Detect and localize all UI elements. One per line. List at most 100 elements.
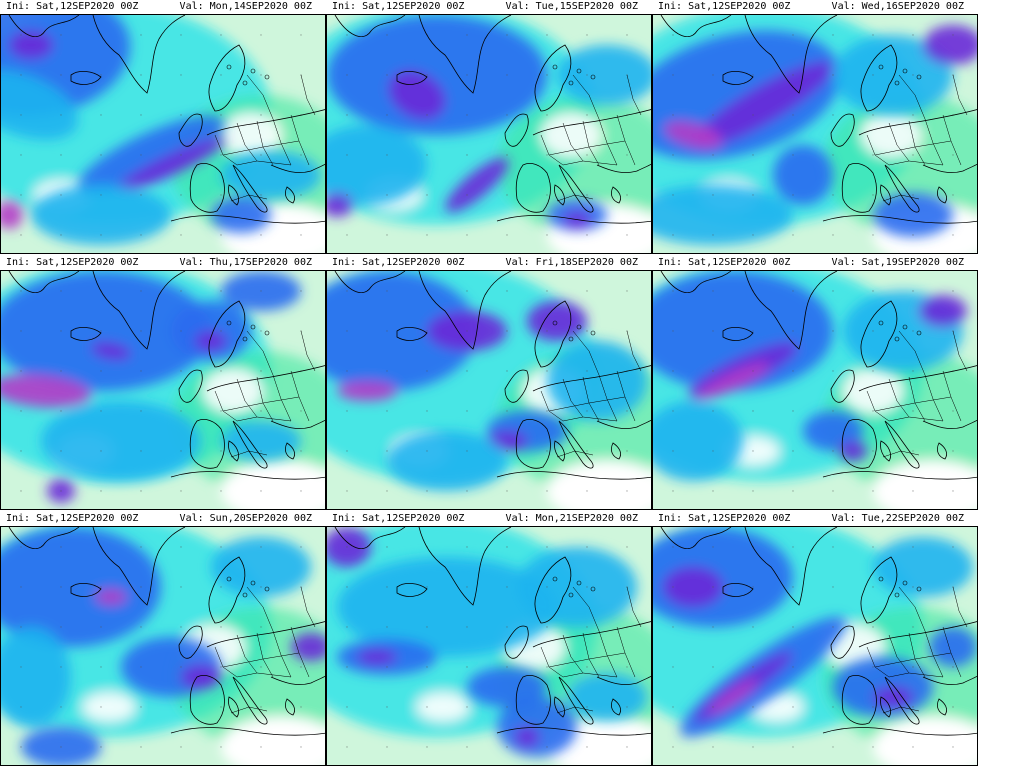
precip-core (1, 627, 71, 727)
lake (902, 580, 908, 586)
graticule-dot (752, 706, 754, 708)
country-border (272, 630, 292, 678)
graticule-dot (346, 234, 348, 236)
graticule-dot (546, 626, 548, 628)
coastline (880, 696, 891, 718)
graticule-dot (466, 290, 468, 292)
graticule-dot (792, 194, 794, 196)
graticule-dot (712, 74, 714, 76)
country-border (874, 140, 952, 156)
init-time-label: Ini: Sat,12SEP2020 00Z (6, 1, 139, 12)
graticule-dot (466, 706, 468, 708)
country-border (236, 122, 258, 162)
graticule-dot (386, 114, 388, 116)
graticule-dot (872, 706, 874, 708)
dry-area (83, 693, 135, 721)
graticule-dot (260, 194, 262, 196)
coastline (558, 164, 594, 213)
valid-time-label: Val: Sun,20SEP2020 00Z (179, 513, 312, 524)
coastline (418, 527, 512, 606)
panel-header: Ini: Sat,12SEP2020 00Z Val: Tue,22SEP202… (652, 512, 978, 526)
lake (552, 64, 558, 70)
graticule-dot (180, 666, 182, 668)
graticule-dot (20, 626, 22, 628)
graticule-dot (466, 586, 468, 588)
graticule-dot (752, 330, 754, 332)
graticule-dot (180, 450, 182, 452)
precipitation-field (327, 527, 651, 765)
graticule-dot (672, 74, 674, 76)
graticule-dot (792, 330, 794, 332)
coastline (534, 300, 572, 368)
graticule-dot (912, 154, 914, 156)
graticule-dot (712, 450, 714, 452)
graticule-dot (100, 154, 102, 156)
graticule-dot (20, 370, 22, 372)
init-time-label: Ini: Sat,12SEP2020 00Z (658, 1, 791, 12)
coastline (822, 215, 977, 224)
country-border (952, 330, 968, 372)
lakes (878, 576, 922, 598)
graticule-dot (872, 330, 874, 332)
valid-time-label: Val: Fri,18SEP2020 00Z (505, 257, 638, 268)
coastline (937, 698, 947, 716)
country-borders (540, 586, 642, 714)
precip-core (9, 31, 53, 59)
graticule-dot (672, 114, 674, 116)
coastline (532, 365, 651, 392)
graticule-dot (832, 74, 834, 76)
coastlines (8, 527, 325, 736)
graticule-dot (792, 234, 794, 236)
graticule-dot (260, 370, 262, 372)
graticule-dot (952, 450, 954, 452)
coastline (884, 164, 920, 213)
graticule-dot (386, 330, 388, 332)
graticule-dot (220, 450, 222, 452)
graticule-dot (140, 746, 142, 748)
graticule-dot (832, 194, 834, 196)
graticule-dot (952, 330, 954, 332)
graticule-dot (300, 490, 302, 492)
country-border (598, 630, 618, 678)
graticule-dot (100, 330, 102, 332)
coastline (496, 471, 651, 480)
precip-core (31, 185, 171, 245)
graticule-dot (626, 706, 628, 708)
graticule-dot (912, 114, 914, 116)
precip-core (327, 125, 427, 205)
graticule-dot (586, 114, 588, 116)
graticule-dot (426, 410, 428, 412)
graticule-dot (20, 290, 22, 292)
graticule-dot (832, 370, 834, 372)
graticule-dot (180, 410, 182, 412)
graticule-dot (832, 626, 834, 628)
coastline (660, 15, 732, 37)
valid-time-label: Val: Thu,17SEP2020 00Z (179, 257, 312, 268)
coastline (822, 471, 977, 480)
lake (250, 580, 256, 586)
precipitation-field (653, 527, 977, 765)
country-border (888, 416, 944, 422)
graticule-dot (712, 626, 714, 628)
graticule-dot (792, 370, 794, 372)
graticule-dot (386, 410, 388, 412)
map-panel-grid: Ini: Sat,12SEP2020 00Z Val: Mon,14SEP202… (0, 1, 978, 766)
precip-core (445, 157, 509, 213)
forecast-map (326, 526, 652, 766)
graticule-dot (466, 410, 468, 412)
coastline (208, 556, 246, 624)
forecast-panel-4: Ini: Sat,12SEP2020 00Z Val: Thu,17SEP202… (0, 256, 326, 512)
graticule (346, 34, 628, 236)
precip-core (1, 527, 161, 647)
graticule-dot (260, 546, 262, 548)
graticule-dot (792, 546, 794, 548)
graticule-dot (220, 490, 222, 492)
precip-core (696, 362, 770, 400)
panel-header: Ini: Sat,12SEP2020 00Z Val: Fri,18SEP202… (326, 256, 652, 270)
precip-core (337, 381, 397, 401)
graticule-dot (466, 330, 468, 332)
graticule-dot (872, 234, 874, 236)
graticule-dot (20, 194, 22, 196)
graticule-dot (952, 666, 954, 668)
graticule-dot (180, 290, 182, 292)
